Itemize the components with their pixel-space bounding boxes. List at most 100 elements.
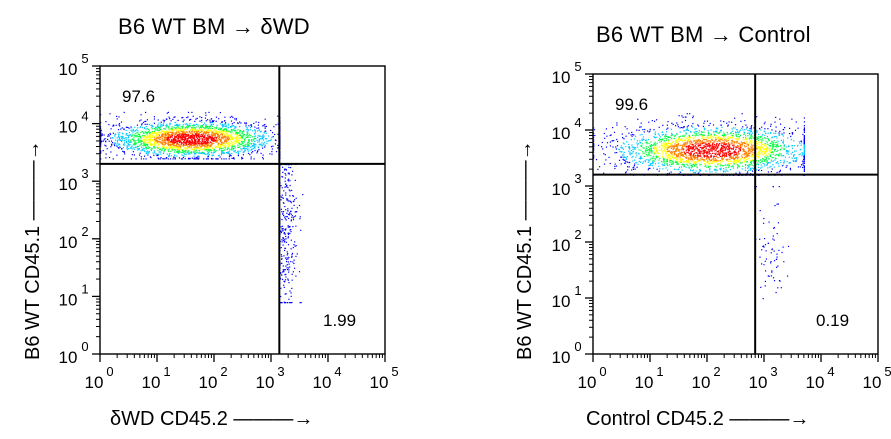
event-dot [294, 199, 296, 201]
event-dot [262, 137, 264, 139]
event-dot [294, 179, 296, 181]
event-dot [220, 128, 222, 130]
event-dot [165, 141, 167, 143]
event-dot [125, 134, 127, 136]
event-dot [650, 149, 652, 151]
event-dot [627, 166, 629, 168]
event-dot [280, 196, 282, 198]
event-dot [212, 123, 214, 125]
event-dot [777, 143, 779, 145]
event-dot [221, 130, 224, 132]
event-dot [707, 137, 710, 139]
event-dot [188, 126, 190, 128]
event-dot [647, 149, 649, 151]
event-dot [689, 159, 692, 161]
event-dot [774, 154, 776, 157]
event-dot [225, 130, 227, 132]
event-dot [187, 158, 190, 160]
event-dot [203, 131, 206, 133]
event-dot [167, 143, 169, 146]
event-dot [246, 136, 248, 139]
event-dot [136, 135, 138, 137]
event-dot [746, 161, 748, 163]
event-dot [781, 147, 783, 149]
event-dot [207, 146, 209, 148]
event-dot [160, 149, 163, 151]
event-dot [748, 130, 750, 132]
event-dot [677, 144, 679, 146]
event-dot [688, 148, 690, 151]
event-dot [641, 157, 643, 159]
event-dot [711, 162, 713, 164]
event-dot [710, 135, 712, 137]
event-dot [156, 127, 158, 130]
event-dot [729, 152, 731, 155]
event-dot [803, 165, 805, 167]
event-dot [227, 130, 229, 132]
event-dot [169, 158, 172, 160]
event-dot [167, 140, 169, 143]
event-dot [209, 134, 211, 136]
event-dot [711, 138, 713, 141]
event-dot [198, 127, 200, 129]
event-dot [757, 147, 760, 149]
event-dot [200, 126, 202, 128]
event-dot [666, 142, 668, 144]
event-dot [243, 133, 245, 135]
event-dot [235, 136, 237, 138]
event-dot [708, 149, 710, 151]
event-dot [173, 143, 175, 145]
event-dot [707, 137, 709, 139]
event-dot [240, 143, 242, 145]
event-dot [290, 220, 292, 222]
event-dot [795, 160, 797, 162]
event-dot [163, 150, 166, 152]
event-dot [195, 118, 197, 120]
event-dot [682, 155, 684, 157]
event-dot [796, 159, 798, 161]
event-dot [726, 138, 728, 140]
event-dot [115, 124, 117, 126]
event-dot [767, 137, 769, 139]
event-dot [667, 139, 669, 141]
event-dot [130, 129, 132, 131]
event-dot [218, 132, 220, 134]
event-dot [179, 151, 181, 153]
event-dot [191, 152, 193, 154]
event-dot [153, 131, 156, 133]
event-dot [285, 238, 287, 240]
event-dot [285, 276, 287, 278]
event-dot [224, 145, 226, 147]
event-dot [724, 146, 726, 148]
event-dot [158, 128, 160, 130]
event-dot [239, 125, 241, 128]
event-dot [287, 226, 289, 228]
event-dot [130, 147, 132, 149]
event-dot [678, 161, 680, 163]
event-dot [143, 144, 145, 146]
event-dot [174, 116, 176, 118]
event-dot [204, 141, 206, 143]
event-dot [682, 149, 684, 151]
event-dot [191, 151, 193, 153]
event-dot [664, 150, 666, 152]
event-dot [745, 160, 747, 162]
event-dot [248, 133, 250, 135]
event-dot [662, 146, 664, 148]
event-dot [235, 117, 237, 120]
event-dot [744, 167, 747, 169]
event-dot [661, 139, 663, 141]
event-dot [202, 129, 204, 131]
event-dot [188, 143, 191, 145]
event-dot [248, 144, 250, 146]
event-dot [292, 217, 294, 219]
event-dot [672, 158, 674, 160]
event-dot [681, 126, 683, 129]
event-dot [614, 167, 616, 170]
event-dot [208, 139, 210, 141]
event-dot [715, 171, 717, 173]
event-dot [222, 136, 224, 138]
event-dot [649, 150, 651, 152]
event-dot [172, 139, 174, 141]
event-dot [693, 146, 695, 148]
